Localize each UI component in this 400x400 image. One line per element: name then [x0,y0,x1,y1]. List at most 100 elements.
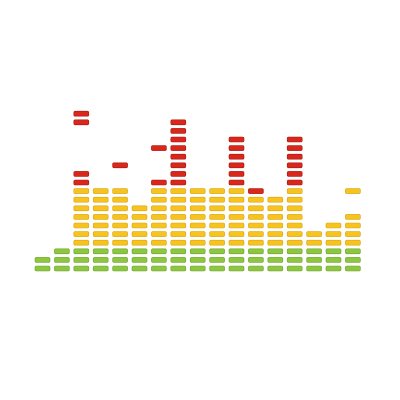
equalizer-segment-green [112,257,128,263]
equalizer-segment-yellow [248,239,264,246]
equalizer-segment-green [228,265,245,272]
equalizer-segment-green [131,248,148,255]
equalizer-segment-green [112,265,128,272]
equalizer-segment-red [170,145,187,151]
equalizer-segment-red [170,171,187,177]
equalizer-segment-green [248,257,264,263]
equalizer-segment-red [228,145,245,151]
equalizer-segment-red [286,136,303,143]
equalizer-segment-yellow [267,214,284,220]
equalizer-segment-green [345,248,361,255]
equalizer-segment-green [73,265,90,272]
equalizer-segment-green [306,248,322,255]
equalizer-segment-yellow [92,239,109,246]
equalizer-segment-yellow [92,222,109,229]
equalizer-segment-green [286,257,303,263]
equalizer-segment-green [151,248,167,255]
equalizer-segment-yellow [209,231,225,237]
equalizer-segment-green [189,248,206,255]
equalizer-segment-yellow [92,188,109,194]
equalizer-segment-yellow [73,214,90,220]
equalizer-column [54,248,70,272]
equalizer-segment-green [73,248,90,255]
equalizer-segment-green [54,257,70,263]
equalizer-segment-red [112,162,128,169]
equalizer-segment-green [73,257,90,263]
equalizer-segment-yellow [131,239,148,246]
equalizer-segment-yellow [92,205,109,212]
equalizer-segment-yellow [189,205,206,212]
equalizer-segment-yellow [286,188,303,194]
equalizer-segment-yellow [248,222,264,229]
equalizer-segment-yellow [73,222,90,229]
equalizer-segment-green [267,248,284,255]
equalizer-segment-yellow [170,205,187,212]
equalizer-segment-yellow [286,231,303,237]
equalizer-segment-yellow [267,196,284,203]
equalizer-segment-yellow [170,188,187,194]
equalizer-segment-yellow [131,214,148,220]
equalizer-segment-green [228,257,245,263]
equalizer-segment-yellow [112,188,128,194]
equalizer-segment-yellow [189,231,206,237]
equalizer-segment-red [286,179,303,186]
equalizer-segment-yellow [228,188,245,194]
equalizer-segment-green [248,265,264,272]
equalizer-segment-yellow [189,239,206,246]
equalizer-segment-yellow [286,196,303,203]
equalizer-segment-green [286,248,303,255]
equalizer-segment-red [170,128,187,134]
equalizer-segment-yellow [170,231,187,237]
equalizer-segment-red [170,136,187,143]
equalizer-column [73,110,90,272]
equalizer-segment-green [189,265,206,272]
equalizer-segment-yellow [189,222,206,229]
equalizer-segment-yellow [131,205,148,212]
equalizer-segment-yellow [189,214,206,220]
equalizer-segment-red [73,110,90,117]
equalizer-segment-red [248,188,264,194]
equalizer-segment-green [325,257,342,263]
equalizer-segment-green [345,265,361,272]
equalizer-segment-yellow [325,239,342,246]
equalizer-segment-yellow [131,222,148,229]
equalizer-segment-yellow [286,214,303,220]
equalizer-segment-yellow [306,231,322,237]
equalizer-segment-green [209,257,225,263]
equalizer-segment-yellow [189,188,206,194]
equalizer-segment-red [228,162,245,169]
equalizer-segment-red [73,119,90,126]
equalizer-segment-green [34,257,51,263]
equalizer-segment-yellow [267,205,284,212]
equalizer-segment-green [267,265,284,272]
equalizer-column [189,188,206,272]
equalizer-segment-green [170,265,187,272]
equalizer-segment-green [325,248,342,255]
equalizer-segment-red [170,179,187,186]
equalizer-segment-red [170,162,187,169]
equalizer-segment-red [286,162,303,169]
equalizer-segment-green [306,265,322,272]
equalizer-segment-yellow [92,231,109,237]
equalizer-segment-red [228,171,245,177]
equalizer-segment-yellow [92,214,109,220]
equalizer-segment-yellow [228,214,245,220]
equalizer-segment-green [209,265,225,272]
equalizer-segment-yellow [228,205,245,212]
equalizer-segment-yellow [306,239,322,246]
equalizer-segment-red [286,153,303,160]
equalizer-segment-yellow [170,239,187,246]
equalizer-column [267,196,284,272]
equalizer-column [345,188,361,272]
equalizer-segment-green [131,257,148,263]
equalizer-segment-yellow [209,205,225,212]
equalizer-segment-red [73,179,90,186]
equalizer-segment-yellow [209,196,225,203]
equalizer-segment-red [73,171,90,177]
equalizer-segment-yellow [209,188,225,194]
equalizer-segment-green [170,248,187,255]
equalizer-column [112,162,128,272]
equalizer-segment-yellow [325,222,342,229]
equalizer-segment-yellow [267,231,284,237]
